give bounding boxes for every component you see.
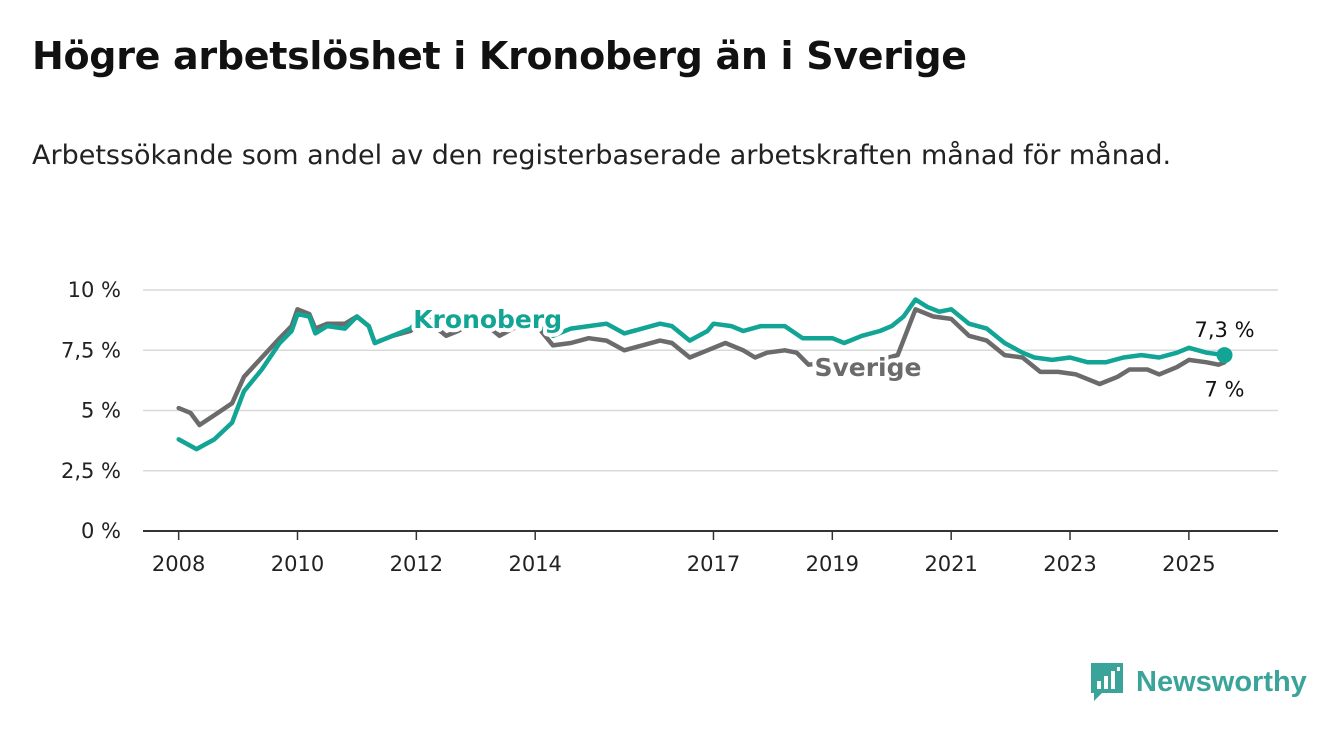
inline-label-sverige: Sverige	[814, 353, 921, 382]
x-tick-label: 2021	[924, 552, 977, 576]
y-tick-label: 0 %	[81, 519, 121, 543]
series-labels: Kronoberg Sverige 7,3 % 7 %	[409, 301, 1257, 404]
axes: 0 % 2,5 % 5 % 7,5 % 10 % 2008 2010 2012 2014 2017…	[61, 278, 1278, 576]
x-tick-label: 2025	[1162, 552, 1215, 576]
end-marker-kronoberg	[1216, 347, 1233, 364]
inline-label-kronoberg: Kronoberg	[413, 305, 562, 334]
x-tick-label: 2014	[508, 552, 561, 576]
series-line-sverige	[176, 307, 1227, 428]
end-label-kronoberg: 7,3 %	[1195, 318, 1255, 342]
x-tick-label: 2012	[390, 552, 443, 576]
y-tick-label: 7,5 %	[61, 338, 121, 362]
brand-name: Newsworthy	[1136, 665, 1307, 698]
series-line-kronoberg	[176, 297, 1227, 452]
x-tick-label: 2017	[687, 552, 740, 576]
newsworthy-brand: Newsworthy	[1088, 660, 1307, 704]
chart-title: Högre arbetslöshet i Kronoberg än i Sver…	[32, 34, 967, 78]
x-tick-label: 2010	[271, 552, 324, 576]
chart-subtitle: Arbetssökande som andel av den registerb…	[32, 140, 1172, 171]
y-tick-label: 2,5 %	[61, 459, 121, 483]
series-lines	[176, 297, 1227, 452]
y-tick-label: 10 %	[68, 278, 121, 302]
end-label-sverige: 7 %	[1205, 377, 1245, 401]
x-tick-label: 2008	[152, 552, 205, 576]
x-tick-label: 2019	[806, 552, 859, 576]
y-tick-label: 5 %	[81, 399, 121, 423]
x-tick-label: 2023	[1043, 552, 1096, 576]
bar-chart-speech-bubble-icon	[1091, 663, 1123, 701]
